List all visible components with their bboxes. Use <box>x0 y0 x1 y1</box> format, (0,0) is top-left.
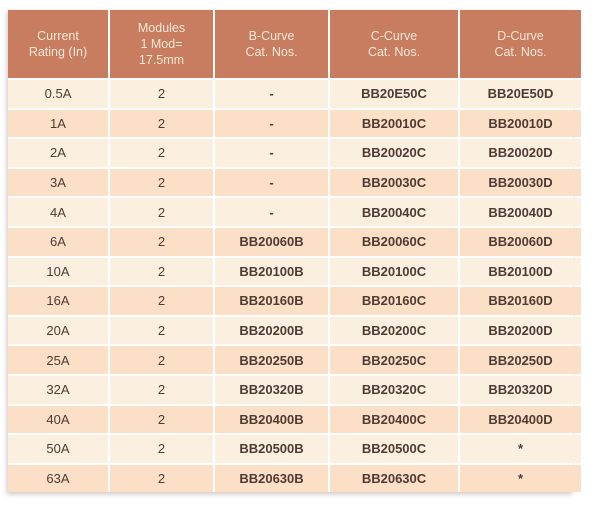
cell-modules-row-8: 2 <box>110 316 213 345</box>
cell-b-curve-row-7: BB20160B <box>215 287 328 315</box>
cell-c-curve-row-12: BB20500C <box>330 435 458 463</box>
cell-modules-row-13: 2 <box>110 464 213 493</box>
cell-modules-row-9: 2 <box>110 346 213 374</box>
cell-d-curve-row-4: BB20040D <box>460 198 581 226</box>
cell-b-curve-row-9: BB20250B <box>215 346 328 374</box>
cell-c-curve-row-7: BB20160C <box>330 287 458 315</box>
cell-c-curve-row-6: BB20100C <box>330 257 458 286</box>
cell-d-curve-row-5: BB20060D <box>460 227 581 256</box>
cell-modules-row-6: 2 <box>110 257 213 286</box>
cell-d-curve-row-3: BB20030D <box>460 168 581 197</box>
cell-current-rating-row-10: 32A <box>8 375 108 404</box>
cell-b-curve-row-11: BB20400B <box>215 405 328 434</box>
cell-d-curve-row-13: * <box>460 464 581 493</box>
cell-b-curve-row-10: BB20320B <box>215 375 328 404</box>
column-header-modules: Modules 1 Mod= 17.5mm <box>110 10 213 78</box>
cell-b-curve-row-5: BB20060B <box>215 227 328 256</box>
cell-d-curve-row-10: BB20320D <box>460 375 581 404</box>
cell-c-curve-row-5: BB20060C <box>330 227 458 256</box>
cell-d-curve-row-7: BB20160D <box>460 287 581 315</box>
cell-current-rating-row-8: 20A <box>8 316 108 345</box>
cell-d-curve-row-6: BB20100D <box>460 257 581 286</box>
cell-b-curve-row-6: BB20100B <box>215 257 328 286</box>
cell-current-rating-row-3: 3A <box>8 168 108 197</box>
cell-current-rating-row-0: 0.5A <box>8 80 108 108</box>
catalog-table: Current Rating (In) Modules 1 Mod= 17.5mm… <box>8 10 581 493</box>
cell-d-curve-row-12: * <box>460 435 581 463</box>
cell-c-curve-row-3: BB20030C <box>330 168 458 197</box>
column-header-d-curve: D-Curve Cat. Nos. <box>460 10 581 78</box>
cell-modules-row-12: 2 <box>110 435 213 463</box>
cell-c-curve-row-9: BB20250C <box>330 346 458 374</box>
cell-current-rating-row-1: 1A <box>8 109 108 138</box>
cell-current-rating-row-6: 10A <box>8 257 108 286</box>
cell-c-curve-row-4: BB20040C <box>330 198 458 226</box>
cell-b-curve-row-0: - <box>215 80 328 108</box>
cell-d-curve-row-0: BB20E50D <box>460 80 581 108</box>
cell-b-curve-row-8: BB20200B <box>215 316 328 345</box>
cell-b-curve-row-4: - <box>215 198 328 226</box>
cell-modules-row-7: 2 <box>110 287 213 315</box>
cell-current-rating-row-4: 4A <box>8 198 108 226</box>
cell-modules-row-11: 2 <box>110 405 213 434</box>
cell-c-curve-row-10: BB20320C <box>330 375 458 404</box>
cell-d-curve-row-8: BB20200D <box>460 316 581 345</box>
column-header-c-curve: C-Curve Cat. Nos. <box>330 10 458 78</box>
cell-b-curve-row-12: BB20500B <box>215 435 328 463</box>
cell-current-rating-row-2: 2A <box>8 139 108 167</box>
cell-c-curve-row-2: BB20020C <box>330 139 458 167</box>
cell-b-curve-row-3: - <box>215 168 328 197</box>
cell-modules-row-2: 2 <box>110 139 213 167</box>
cell-modules-row-5: 2 <box>110 227 213 256</box>
cell-modules-row-10: 2 <box>110 375 213 404</box>
cell-d-curve-row-9: BB20250D <box>460 346 581 374</box>
cell-modules-row-1: 2 <box>110 109 213 138</box>
cell-c-curve-row-0: BB20E50C <box>330 80 458 108</box>
cell-current-rating-row-12: 50A <box>8 435 108 463</box>
column-header-current-rating: Current Rating (In) <box>8 10 108 78</box>
cell-b-curve-row-2: - <box>215 139 328 167</box>
column-header-b-curve: B-Curve Cat. Nos. <box>215 10 328 78</box>
cell-current-rating-row-11: 40A <box>8 405 108 434</box>
cell-d-curve-row-2: BB20020D <box>460 139 581 167</box>
cell-b-curve-row-13: BB20630B <box>215 464 328 493</box>
cell-b-curve-row-1: - <box>215 109 328 138</box>
cell-modules-row-0: 2 <box>110 80 213 108</box>
cell-c-curve-row-1: BB20010C <box>330 109 458 138</box>
cell-current-rating-row-5: 6A <box>8 227 108 256</box>
cell-c-curve-row-11: BB20400C <box>330 405 458 434</box>
cell-c-curve-row-8: BB20200C <box>330 316 458 345</box>
cell-modules-row-4: 2 <box>110 198 213 226</box>
cell-d-curve-row-11: BB20400D <box>460 405 581 434</box>
cell-c-curve-row-13: BB20630C <box>330 464 458 493</box>
cell-modules-row-3: 2 <box>110 168 213 197</box>
cell-current-rating-row-7: 16A <box>8 287 108 315</box>
cell-d-curve-row-1: BB20010D <box>460 109 581 138</box>
cell-current-rating-row-9: 25A <box>8 346 108 374</box>
cell-current-rating-row-13: 63A <box>8 464 108 493</box>
